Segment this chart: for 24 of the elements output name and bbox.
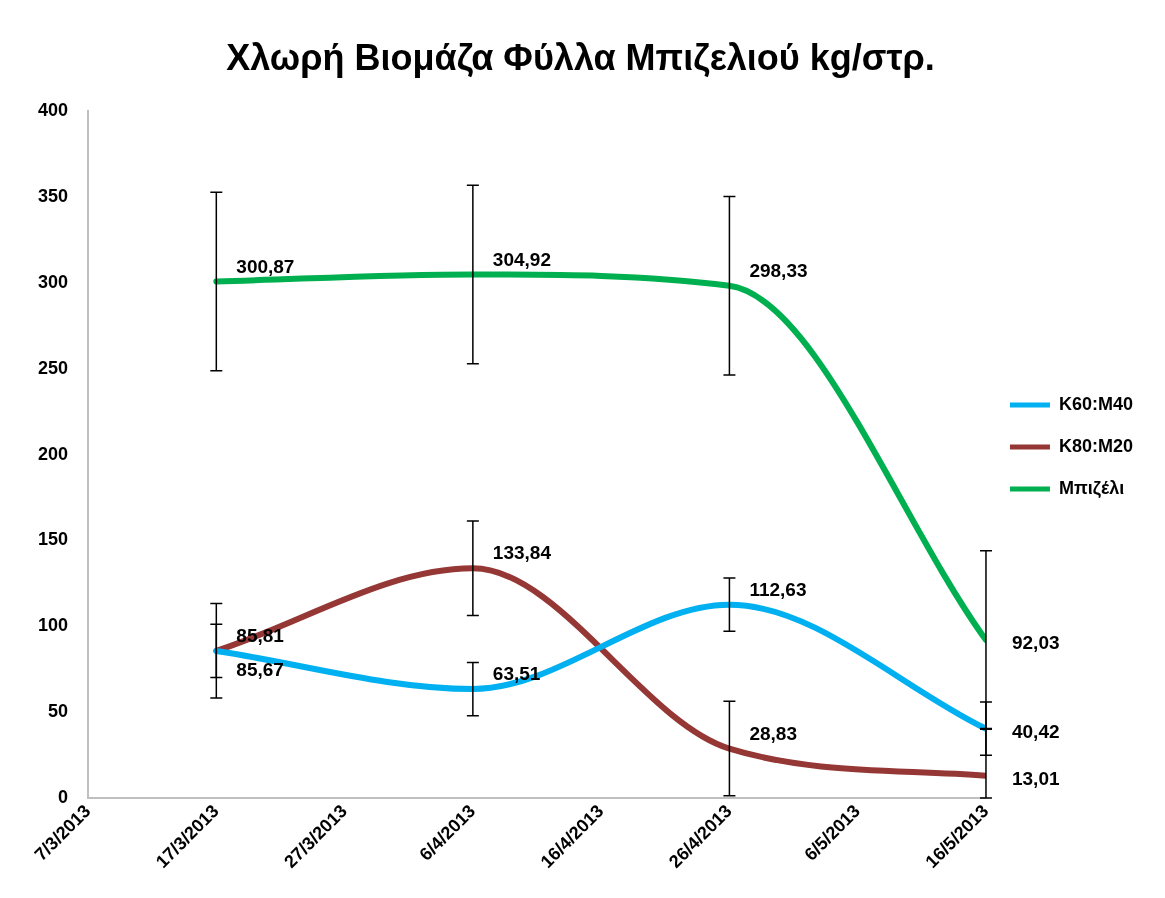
data-label: 304,92 xyxy=(492,248,551,270)
legend-label: Μπιζέλι xyxy=(1058,477,1125,499)
chart-title: Χλωρή Βιομάζα Φύλλα Μπιζελιού kg/στρ. xyxy=(226,36,935,78)
y-tick-label: 250 xyxy=(37,357,69,378)
data-label: 300,87 xyxy=(236,255,295,277)
data-label: 28,83 xyxy=(749,722,797,744)
y-tick-label: 100 xyxy=(37,615,69,636)
y-tick-label: 50 xyxy=(48,701,69,722)
data-label: 298,33 xyxy=(749,260,808,282)
data-label: 40,42 xyxy=(1011,720,1060,742)
legend-label: Κ60:Μ40 xyxy=(1058,393,1133,414)
y-tick-label: 0 xyxy=(58,787,69,808)
data-label: 112,63 xyxy=(749,578,807,600)
y-tick-label: 350 xyxy=(37,186,69,207)
data-label: 92,03 xyxy=(1011,632,1060,654)
y-tick-label: 400 xyxy=(37,100,69,121)
data-label: 85,67 xyxy=(236,659,284,681)
legend-label: Κ80:Μ20 xyxy=(1058,435,1133,456)
y-tick-label: 200 xyxy=(37,443,69,464)
y-tick-label: 300 xyxy=(37,271,69,292)
data-label: 63,51 xyxy=(492,663,541,685)
data-label: 13,01 xyxy=(1011,768,1060,789)
y-tick-label: 150 xyxy=(37,529,69,550)
data-label: 133,84 xyxy=(492,542,552,564)
